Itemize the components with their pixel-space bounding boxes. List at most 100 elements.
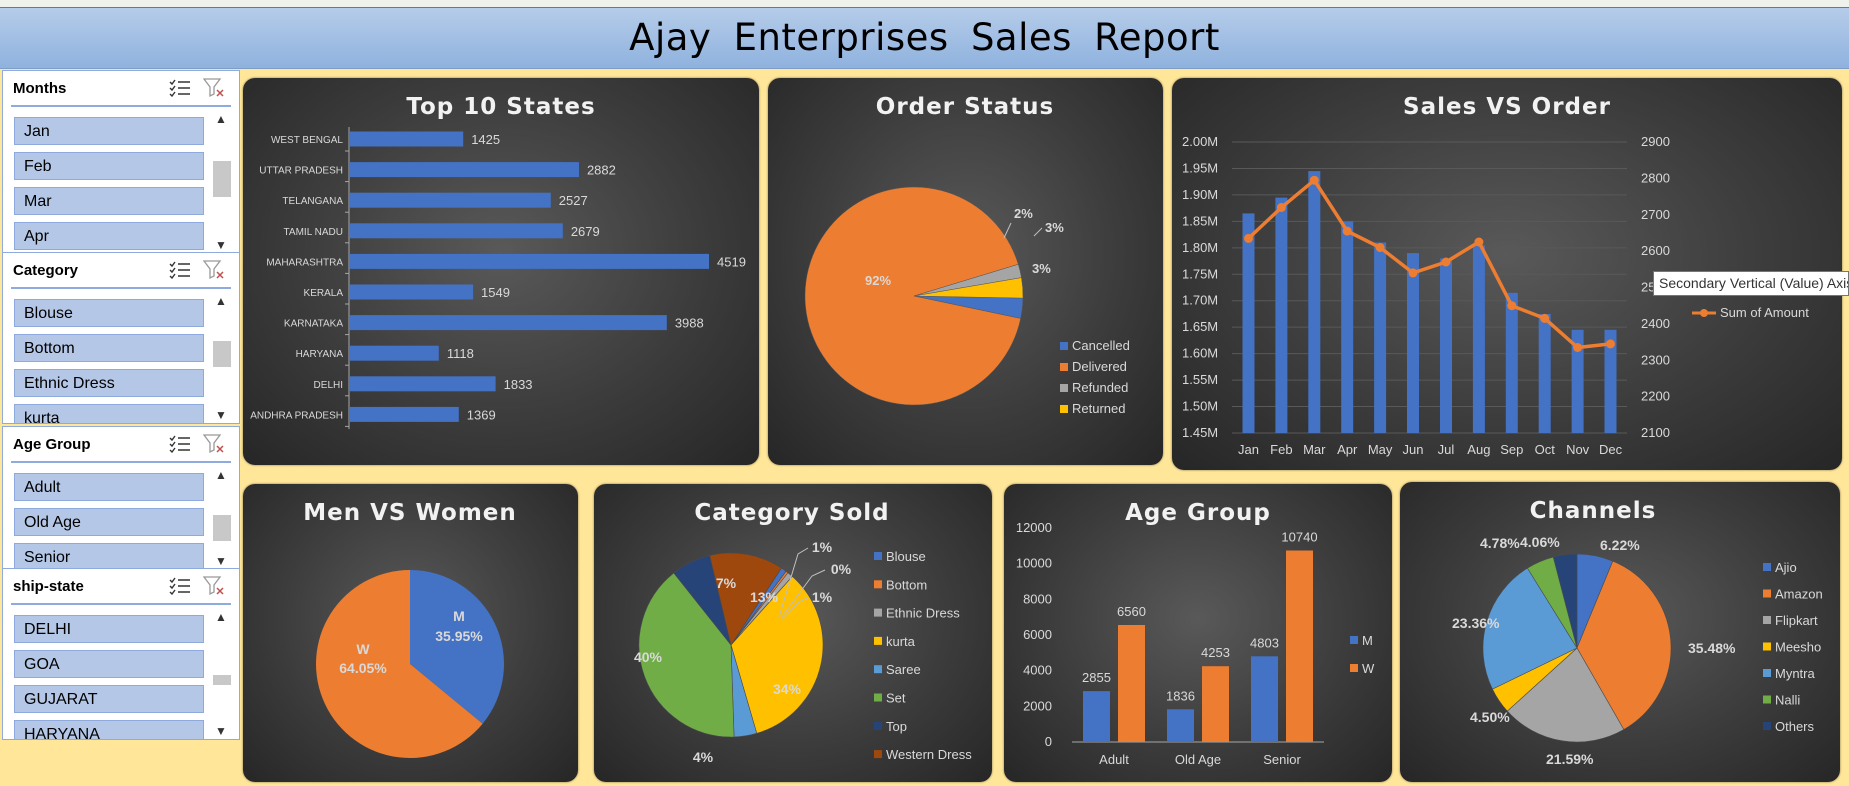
ship-state-slicer[interactable]: ship-state DELHI GOA GUJARAT HARYANA ▲ ▼ [2,568,240,740]
data-label: 2527 [559,193,588,208]
data-label: 3% [1032,261,1051,276]
data-label: 1833 [504,377,533,392]
slicer-item-gujarat[interactable]: GUJARAT [14,685,204,713]
slicer-scrollbar[interactable]: ▲ ▼ [211,107,231,253]
multi-select-icon[interactable] [169,261,191,279]
slicer-item-blouse[interactable]: Blouse [14,299,204,327]
line-point-feb [1276,203,1286,212]
scroll-down-icon[interactable]: ▼ [215,408,227,422]
age-group-chart[interactable]: Age Group 12000 10000 8000 6000 4000 2000 0 2855… [1004,484,1392,782]
slice-myntra [1482,567,1578,690]
scroll-thumb[interactable] [213,515,231,541]
data-label: 92% [865,273,891,288]
bar-kerala [350,284,474,300]
slicer-scrollbar[interactable]: ▲ ▼ [211,463,231,569]
data-label: 1118 [447,346,474,361]
scroll-up-icon[interactable]: ▲ [215,468,227,482]
legend-item: Returned [1072,401,1125,416]
category-sold-chart[interactable]: Category Sold 1% 0% 1% 34% 4% 40% 7% 13% Blouse Bo… [594,484,992,782]
bar-senior-w [1286,550,1313,742]
y-tick-label: 10000 [1016,556,1052,571]
scroll-down-icon[interactable]: ▼ [215,554,227,568]
slicer-item-apr[interactable]: Apr [14,222,204,250]
multi-select-icon[interactable] [169,79,191,97]
legend-item: kurta [886,634,916,649]
slicer-item-bottom[interactable]: Bottom [14,334,204,362]
slice-w [316,570,483,758]
y-tick-label: 1.65M [1182,319,1218,334]
clear-filter-icon[interactable] [203,260,225,280]
scroll-up-icon[interactable]: ▲ [215,112,227,126]
order-status-chart[interactable]: Order Status 92% 3% 3% 2% Cancelled Delivered R… [768,78,1163,465]
legend-item: Delivered [1072,359,1127,374]
slice-delivered [804,186,1021,406]
legend-item: Ajio [1775,560,1797,575]
scroll-down-icon[interactable]: ▼ [215,238,227,252]
legend-item: Ethnic Dress [886,606,960,621]
category-slicer[interactable]: Category Blouse Bottom Ethnic Dress kurta ▲ ▼ [2,252,240,424]
slicer-item-senior[interactable]: Senior [14,543,204,569]
y2-tick-label: 2100 [1641,425,1670,440]
y-tick-label: 1.60M [1182,346,1218,361]
legend-swatch [1060,405,1068,413]
line-point-sep [1507,301,1517,311]
data-label: 2% [1014,206,1033,221]
slicer-scrollbar[interactable]: ▲ ▼ [211,605,231,739]
slicer-item-adult[interactable]: Adult [14,473,204,501]
slicer-item-goa[interactable]: GOA [14,650,204,678]
slicer-item-haryana[interactable]: HARYANA [14,720,204,739]
slicer-item-jan[interactable]: Jan [14,117,204,145]
slicer-item-mar[interactable]: Mar [14,187,204,215]
slicer-item-ethnic-dress[interactable]: Ethnic Dress [14,369,204,397]
scroll-thumb[interactable] [213,161,231,197]
slicer-item-delhi[interactable]: DELHI [14,615,204,643]
category-label: MAHARASHTRA [266,257,343,268]
multi-select-icon[interactable] [169,435,191,453]
legend-swatch [874,580,882,589]
legend-swatch [1763,669,1771,677]
slice-m [410,570,505,724]
months-slicer[interactable]: Months Jan Feb Mar Apr ▲ ▼ [2,70,240,254]
leader-line [1003,222,1012,239]
data-label: 1549 [481,285,510,300]
slicer-scrollbar[interactable]: ▲ ▼ [211,289,231,423]
scroll-up-icon[interactable]: ▲ [215,294,227,308]
clear-filter-icon[interactable] [203,434,225,454]
bar-mar [1308,171,1321,433]
chart-title: Category Sold [694,500,889,526]
data-label: 10740 [1281,529,1317,544]
category-label: UTTAR PRADESH [259,166,343,177]
category-label: ANDHRA PRADESH [250,410,343,421]
slicer-item-old-age[interactable]: Old Age [14,508,204,536]
legend-swatch [1060,342,1068,350]
data-label: 40% [634,649,663,665]
age-group-slicer[interactable]: Age Group Adult Old Age Senior ▲ ▼ [2,426,240,570]
y-tick-label: 2000 [1023,698,1052,713]
data-label: 0% [831,561,852,577]
y-tick-label: 2.00M [1182,134,1218,149]
slicer-title: Age Group [13,436,91,453]
men-vs-women-chart[interactable]: Men VS Women M 35.95% W 64.05% [243,484,578,782]
multi-select-icon[interactable] [169,577,191,595]
bar-may [1374,242,1387,433]
slicer-item-kurta[interactable]: kurta [14,404,204,423]
data-label: 4803 [1250,635,1279,650]
channels-chart[interactable]: Channels 6.22% 35.48% 21.59% 4.50% 23.36% 4.78… [1400,482,1840,782]
bar-west-bengal [350,131,464,147]
y-tick-label: 12000 [1016,520,1052,535]
clear-filter-icon[interactable] [203,78,225,98]
scroll-thumb[interactable] [213,675,231,685]
top-10-states-chart[interactable]: Top 10 States WEST BENGAL 1425 UTTAR PRADES… [243,78,759,465]
data-label: 13% [750,589,779,605]
data-label: 3% [1045,220,1064,235]
clear-filter-icon[interactable] [203,576,225,596]
slicer-item-feb[interactable]: Feb [14,152,204,180]
bar-aug [1472,245,1485,433]
scroll-down-icon[interactable]: ▼ [215,724,227,738]
bar-senior-m [1251,656,1278,742]
scroll-thumb[interactable] [213,341,231,367]
scroll-up-icon[interactable]: ▲ [215,610,227,624]
slice-flipkart [1506,647,1625,743]
line-point-mar [1309,175,1319,185]
data-label: 2679 [571,224,600,239]
